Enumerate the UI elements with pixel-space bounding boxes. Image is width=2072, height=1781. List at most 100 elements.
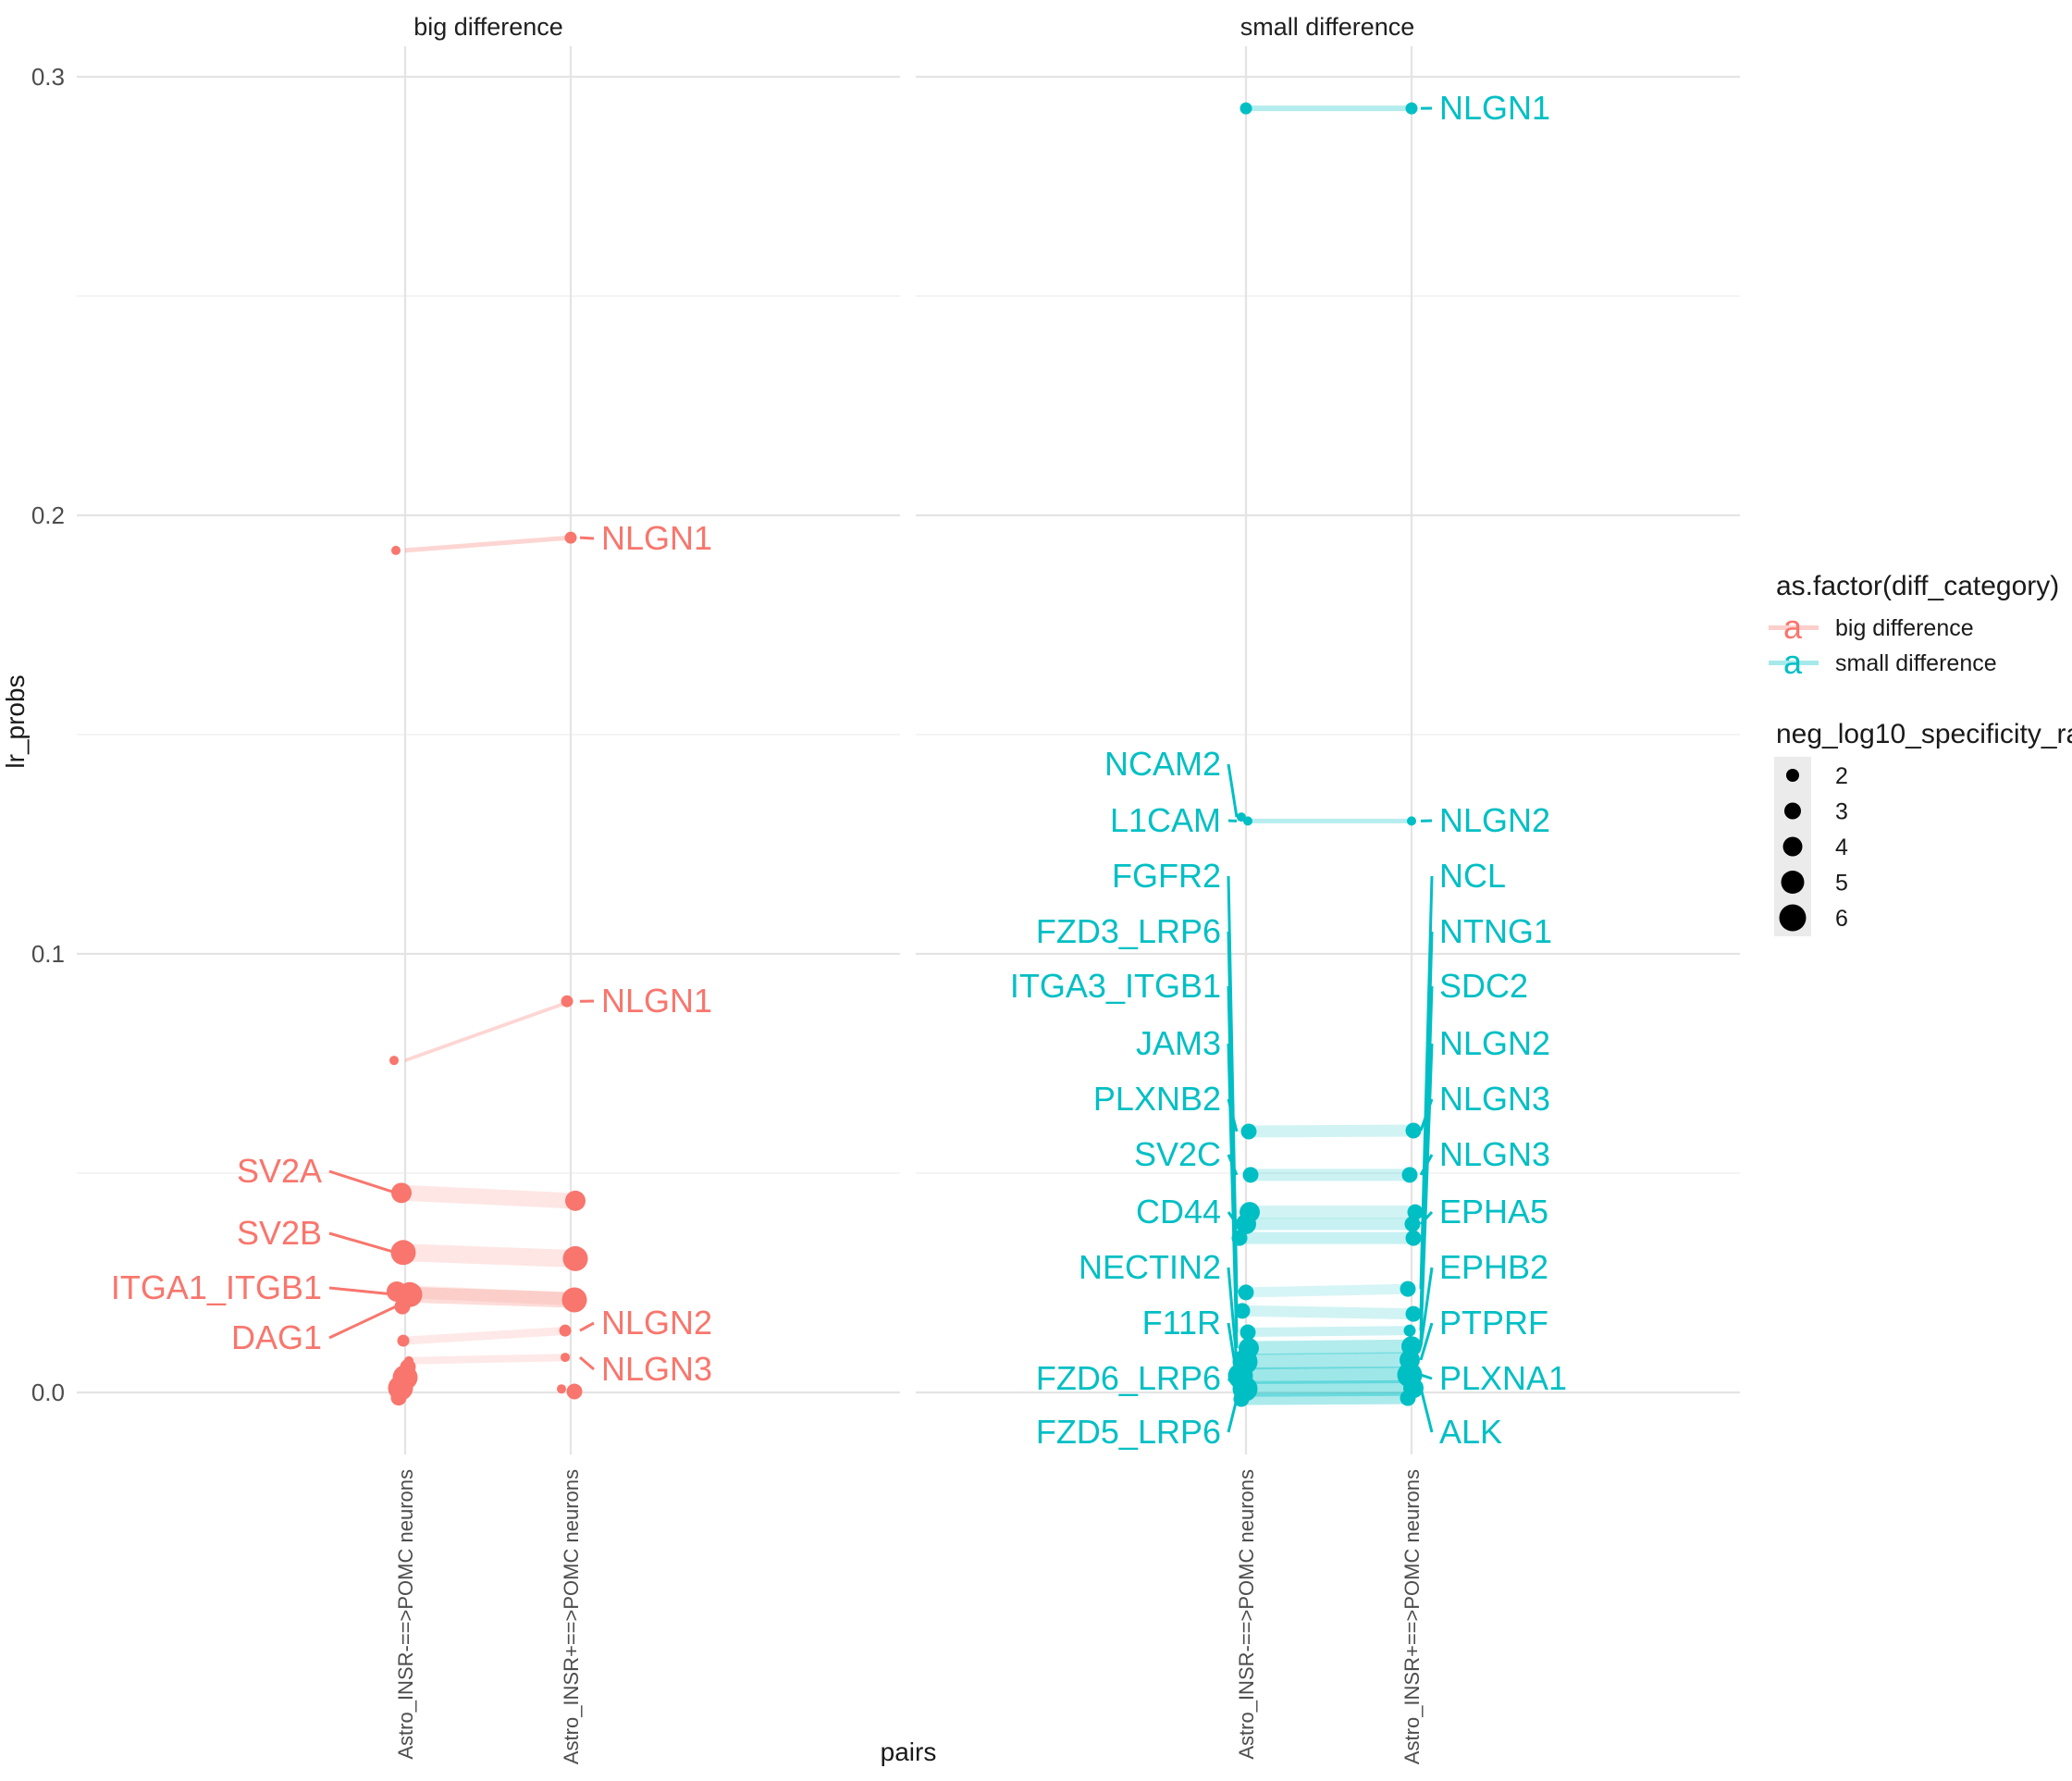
legend-size-item-label: 5 bbox=[1835, 871, 1848, 897]
connection-band bbox=[1246, 1392, 1412, 1405]
data-point bbox=[391, 1240, 416, 1265]
legend-key-a-glyph: a bbox=[1783, 643, 1803, 681]
connection-band bbox=[1246, 1169, 1412, 1181]
data-point bbox=[562, 1287, 587, 1312]
legend-size-dot bbox=[1780, 905, 1807, 932]
data-point bbox=[1240, 103, 1252, 115]
data-point bbox=[1407, 816, 1416, 825]
legend-size-item-label: 2 bbox=[1835, 763, 1848, 789]
gene-label: ALK bbox=[1439, 1413, 1502, 1451]
y-tick-label: 0.3 bbox=[31, 63, 65, 91]
label-leader-line bbox=[329, 1306, 396, 1338]
legend-size-item-label: 6 bbox=[1835, 906, 1848, 932]
connection-band bbox=[405, 1327, 571, 1345]
gene-label: PLXNA1 bbox=[1439, 1359, 1567, 1397]
legend-size-dot bbox=[1782, 871, 1805, 894]
connection-band bbox=[1246, 1284, 1412, 1298]
label-leader-line bbox=[580, 1323, 594, 1330]
gene-label: EPHB2 bbox=[1439, 1248, 1548, 1286]
gene-label: NCAM2 bbox=[1104, 745, 1221, 783]
gene-label: NLGN1 bbox=[1439, 89, 1550, 127]
data-point bbox=[1241, 1123, 1257, 1139]
connection-band bbox=[405, 1287, 571, 1308]
facet-strip-big-difference: big difference bbox=[413, 13, 563, 41]
gene-labels-layer: SV2A SV2B ITGA1_ITGB1 DAG1 NLGN1 NLGN1 NLGN2 NL… bbox=[111, 89, 1567, 1451]
gene-label: NLGN3 bbox=[1439, 1135, 1550, 1173]
gene-label: SV2B bbox=[237, 1214, 322, 1252]
gene-label: NLGN2 bbox=[1439, 801, 1550, 839]
gene-label: NLGN1 bbox=[601, 982, 712, 1020]
data-point bbox=[560, 1325, 572, 1337]
data-point bbox=[563, 1246, 588, 1271]
data-point bbox=[1400, 1281, 1416, 1297]
y-tick-label: 0.0 bbox=[31, 1379, 65, 1406]
x-axis-title: pairs bbox=[881, 1738, 937, 1766]
y-tick-label: 0.2 bbox=[31, 501, 65, 529]
data-point bbox=[565, 532, 577, 544]
data-point bbox=[391, 546, 401, 555]
legend-size-item-label: 4 bbox=[1835, 835, 1848, 860]
data-point bbox=[1232, 1231, 1248, 1246]
data-point bbox=[391, 1390, 407, 1405]
gene-label: EPHA5 bbox=[1439, 1193, 1548, 1231]
data-point bbox=[389, 1056, 399, 1065]
connection-band bbox=[1246, 1326, 1412, 1337]
connection-band bbox=[405, 536, 571, 553]
connection-band bbox=[1246, 1232, 1412, 1244]
label-leader-line bbox=[1228, 764, 1237, 817]
data-point bbox=[395, 1299, 411, 1315]
x-tick-label: Astro_INSR+==>POMC neurons bbox=[1400, 1469, 1424, 1764]
data-point bbox=[567, 1384, 583, 1400]
data-point bbox=[398, 1335, 410, 1347]
data-point bbox=[561, 996, 574, 1008]
connection-bands-layer bbox=[405, 105, 1412, 1404]
gene-label: NLGN3 bbox=[601, 1350, 712, 1388]
gene-label: NTNG1 bbox=[1439, 912, 1552, 950]
y-tick-label: 0.1 bbox=[31, 940, 65, 968]
connection-band bbox=[405, 999, 571, 1062]
gene-label: SV2A bbox=[237, 1152, 322, 1190]
data-point bbox=[1405, 1216, 1421, 1231]
legend-size-title: neg_log10_specificity_rank bbox=[1776, 719, 2072, 749]
label-leader-line bbox=[329, 1171, 396, 1193]
gene-label: L1CAM bbox=[1110, 801, 1221, 839]
gene-label: FZD6_LRP6 bbox=[1036, 1359, 1221, 1397]
data-point bbox=[1243, 816, 1252, 825]
data-point bbox=[565, 1191, 586, 1211]
gene-label: FGFR2 bbox=[1112, 857, 1221, 895]
connection-band bbox=[1246, 105, 1412, 111]
gene-label: ITGA3_ITGB1 bbox=[1010, 967, 1221, 1005]
gene-label: NLGN1 bbox=[601, 519, 712, 557]
y-axis-title: lr_probs bbox=[1, 674, 30, 768]
gene-label: CD44 bbox=[1136, 1193, 1221, 1231]
data-point bbox=[1234, 1391, 1250, 1407]
legend-color-title: as.factor(diff_category) bbox=[1776, 571, 2059, 601]
x-tick-label: Astro_INSR+==>POMC neurons bbox=[560, 1469, 583, 1764]
data-point bbox=[561, 1353, 570, 1362]
data-point bbox=[1240, 1325, 1256, 1341]
gene-label: FZD3_LRP6 bbox=[1036, 912, 1221, 950]
label-leader-line bbox=[580, 1357, 594, 1369]
legend-size-dot bbox=[1786, 769, 1799, 782]
gene-label: ITGA1_ITGB1 bbox=[111, 1268, 322, 1306]
gene-label: DAG1 bbox=[231, 1318, 322, 1356]
data-point bbox=[391, 1182, 412, 1203]
data-point bbox=[1404, 1325, 1416, 1337]
legend-size-dot bbox=[1783, 837, 1803, 857]
facet-strip-small-difference: small difference bbox=[1240, 13, 1415, 41]
connection-band bbox=[1246, 1305, 1412, 1319]
gene-label: PLXNB2 bbox=[1093, 1080, 1221, 1118]
label-leader-line bbox=[1421, 1375, 1432, 1379]
legend-size-dot bbox=[1784, 803, 1801, 820]
gridlines-layer bbox=[77, 46, 1740, 1454]
data-point bbox=[557, 1384, 566, 1393]
gene-label: SDC2 bbox=[1439, 967, 1528, 1005]
x-tick-label: Astro_INSR-==>POMC neurons bbox=[1235, 1469, 1258, 1760]
connection-band bbox=[405, 1185, 571, 1209]
data-point bbox=[1406, 1231, 1422, 1246]
label-leader-line bbox=[329, 1233, 396, 1253]
connection-band bbox=[1246, 819, 1412, 823]
